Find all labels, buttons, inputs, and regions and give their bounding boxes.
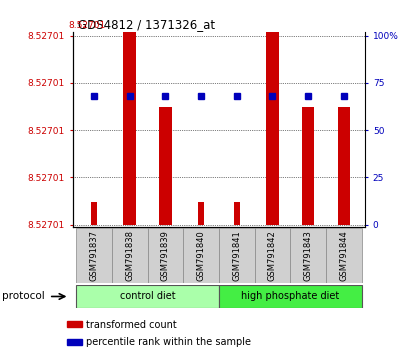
FancyBboxPatch shape (76, 285, 219, 308)
Bar (91, 202, 97, 225)
Text: transformed count: transformed count (86, 320, 177, 330)
Text: GSM791843: GSM791843 (304, 230, 312, 281)
FancyBboxPatch shape (112, 228, 148, 283)
FancyBboxPatch shape (76, 228, 112, 283)
Bar (124, 32, 136, 225)
Bar (68, 321, 82, 327)
FancyBboxPatch shape (148, 228, 183, 283)
Text: GSM791844: GSM791844 (339, 230, 348, 281)
Text: high phosphate diet: high phosphate diet (241, 291, 339, 302)
Text: 8.52701: 8.52701 (68, 21, 106, 30)
Bar (341, 202, 347, 225)
Text: GDS4812 / 1371326_at: GDS4812 / 1371326_at (78, 18, 216, 31)
FancyBboxPatch shape (219, 285, 361, 308)
Text: GSM791840: GSM791840 (197, 230, 205, 281)
Text: control diet: control diet (120, 291, 176, 302)
Bar (234, 202, 240, 225)
Bar (127, 202, 133, 225)
FancyBboxPatch shape (290, 228, 326, 283)
FancyBboxPatch shape (254, 228, 290, 283)
Bar (159, 108, 172, 225)
Bar (337, 108, 350, 225)
FancyBboxPatch shape (326, 228, 361, 283)
Text: GSM791841: GSM791841 (232, 230, 241, 281)
Bar (198, 202, 204, 225)
Bar (269, 202, 276, 225)
Text: protocol: protocol (2, 291, 45, 302)
Bar (162, 202, 168, 225)
Bar (305, 202, 311, 225)
Bar (302, 108, 314, 225)
Bar (266, 32, 279, 225)
Text: percentile rank within the sample: percentile rank within the sample (86, 337, 251, 347)
Text: GSM791839: GSM791839 (161, 230, 170, 281)
Text: GSM791838: GSM791838 (125, 230, 134, 281)
Text: GSM791837: GSM791837 (90, 230, 98, 281)
FancyBboxPatch shape (219, 228, 254, 283)
Bar (68, 339, 82, 345)
Text: GSM791842: GSM791842 (268, 230, 277, 281)
FancyBboxPatch shape (183, 228, 219, 283)
